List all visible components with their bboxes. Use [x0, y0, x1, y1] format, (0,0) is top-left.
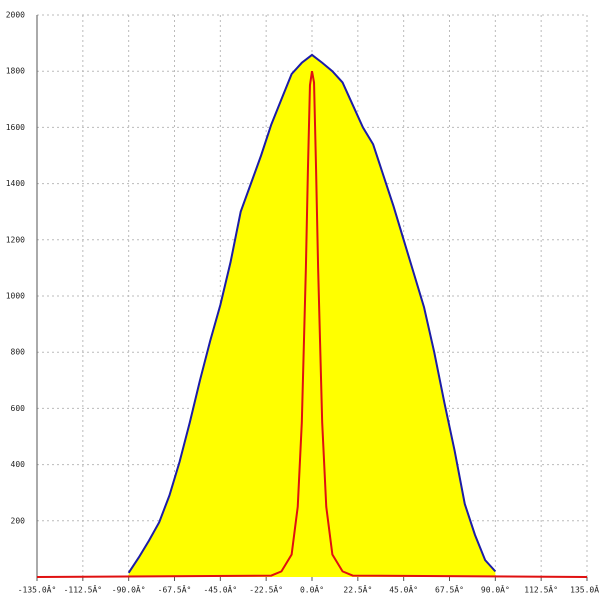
series-line: [127, 53, 497, 574]
y-tick-label: 800: [11, 348, 26, 357]
y-tick-label: 1600: [6, 123, 25, 132]
y-tick-label: 200: [11, 516, 26, 525]
x-tick-label: 90.0Â°: [481, 584, 510, 595]
x-tick-label: -45.0Â°: [203, 584, 237, 595]
y-tick-label: 1000: [6, 292, 25, 301]
y-tick-label: 600: [11, 404, 26, 413]
x-tick-label: -90.0Â°: [112, 584, 146, 595]
x-tick-label: -67.5Â°: [158, 584, 192, 595]
x-tick-label: -112.5Â°: [64, 584, 103, 595]
y-tick-label: 2000: [6, 11, 25, 20]
x-tick-label: 22.5Â°: [343, 584, 372, 595]
series-line: [36, 71, 588, 578]
x-tick-label: -135.0Â°: [18, 584, 57, 595]
x-tick-label: 135.0Â°: [570, 584, 600, 595]
y-tick-label: 1400: [6, 179, 25, 188]
y-tick-label: 1200: [6, 235, 25, 244]
x-tick-label: 0.0Â°: [300, 584, 324, 595]
y-tick-label: 400: [11, 460, 26, 469]
x-tick-label: -22.5Â°: [249, 584, 283, 595]
area-fill: [128, 54, 496, 578]
y-tick-label: 1800: [6, 67, 25, 76]
x-tick-label: 112.5Â°: [524, 584, 558, 595]
x-tick-label: 45.0Â°: [389, 584, 418, 595]
x-tick-label: 67.5Â°: [435, 584, 464, 595]
